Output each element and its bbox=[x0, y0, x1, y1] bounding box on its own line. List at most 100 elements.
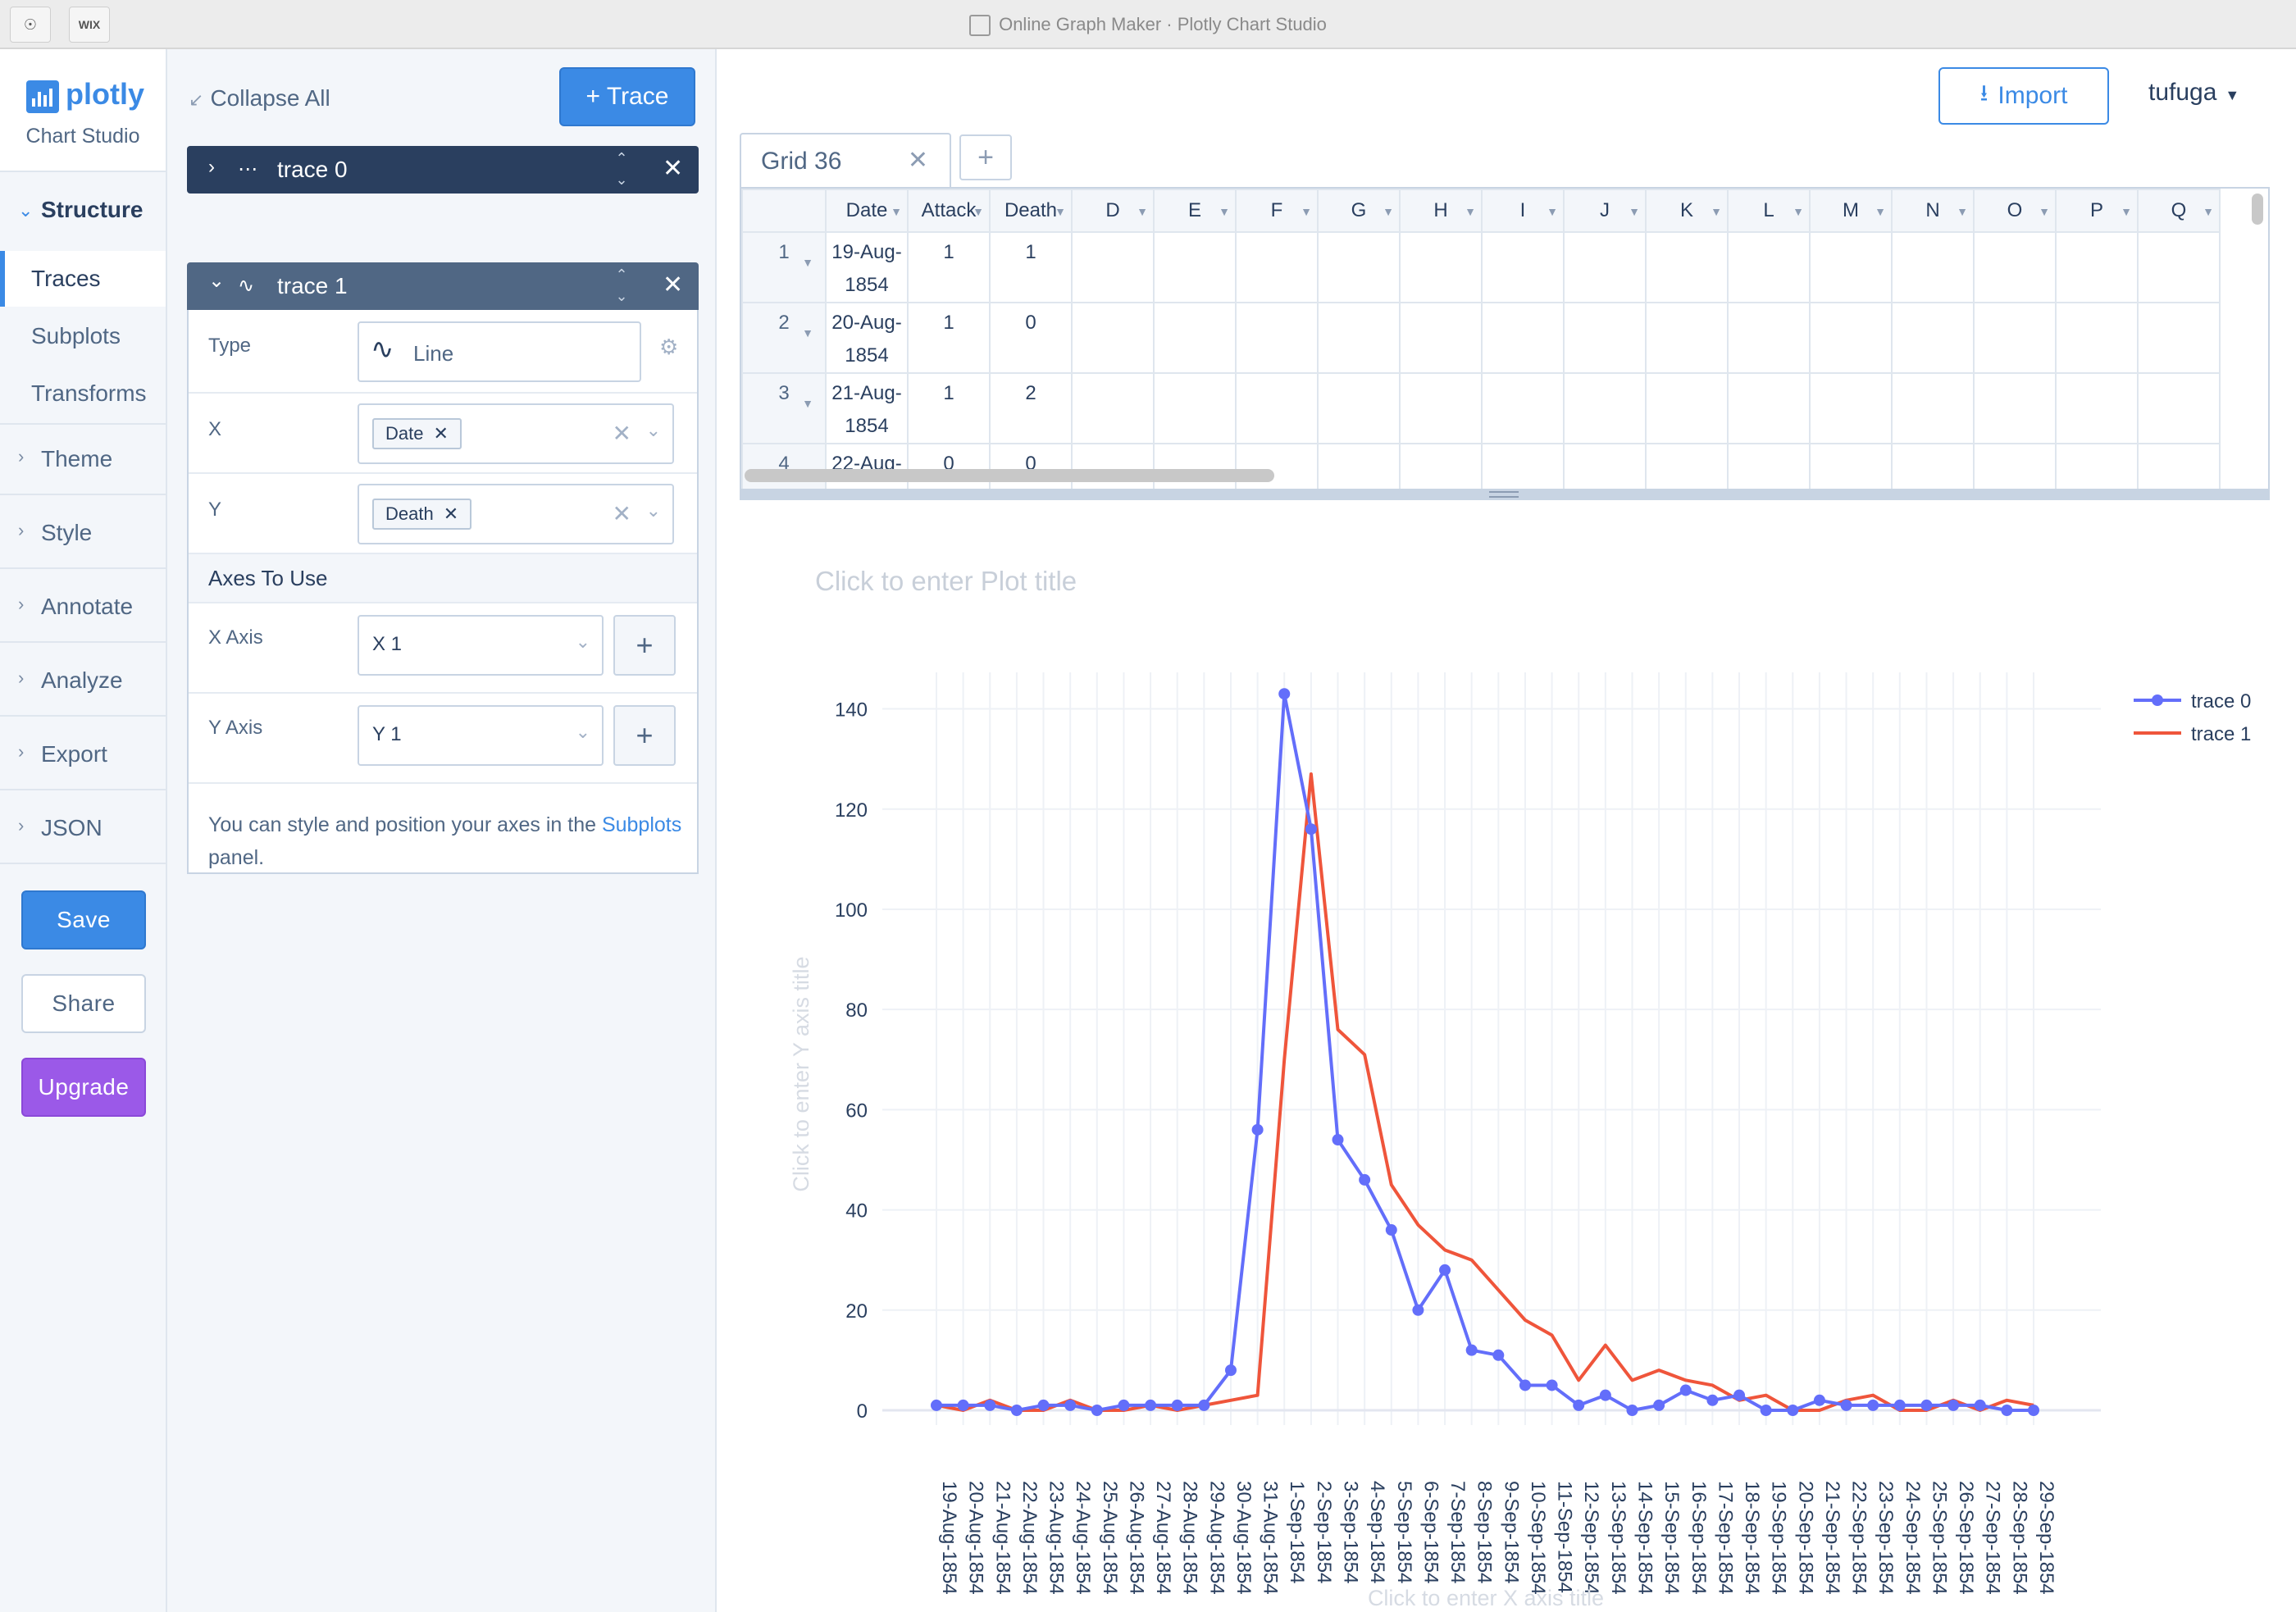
empty-cell[interactable] bbox=[1645, 231, 1729, 303]
empty-cell[interactable] bbox=[1481, 302, 1565, 374]
attack-cell[interactable]: 1 bbox=[907, 231, 991, 303]
attack-cell[interactable]: 1 bbox=[907, 372, 991, 444]
empty-cell[interactable] bbox=[1481, 231, 1565, 303]
data-point[interactable] bbox=[1198, 1399, 1210, 1411]
data-point[interactable] bbox=[1867, 1399, 1879, 1411]
data-point[interactable] bbox=[2028, 1405, 2039, 1416]
empty-cell[interactable] bbox=[1399, 231, 1483, 303]
data-point[interactable] bbox=[1251, 1123, 1264, 1136]
empty-cell[interactable] bbox=[2055, 231, 2139, 303]
nav-sub-transforms[interactable]: Transforms bbox=[0, 366, 166, 421]
empty-cell[interactable] bbox=[1563, 231, 1647, 303]
empty-cell[interactable] bbox=[2137, 302, 2221, 374]
empty-cell[interactable] bbox=[1809, 302, 1893, 374]
brand[interactable]: plotly Chart Studio bbox=[0, 49, 166, 172]
legend-label[interactable]: trace 1 bbox=[2191, 723, 2251, 745]
row-number[interactable]: 2 ▼ bbox=[741, 302, 827, 374]
empty-cell[interactable] bbox=[1153, 231, 1237, 303]
data-point[interactable] bbox=[1359, 1173, 1371, 1186]
column-header[interactable]: L ▼ bbox=[1727, 189, 1811, 233]
empty-cell[interactable] bbox=[1645, 302, 1729, 374]
empty-cell[interactable] bbox=[1481, 443, 1565, 497]
column-header[interactable]: Death ▼ bbox=[989, 189, 1073, 233]
empty-cell[interactable] bbox=[1317, 231, 1401, 303]
add-grid-button[interactable]: + bbox=[959, 134, 1012, 180]
empty-cell[interactable] bbox=[1481, 372, 1565, 444]
column-header[interactable]: H ▼ bbox=[1399, 189, 1483, 233]
empty-cell[interactable] bbox=[2055, 443, 2139, 497]
empty-cell[interactable] bbox=[1973, 231, 2057, 303]
nav-sub-subplots[interactable]: Subplots bbox=[0, 308, 166, 364]
empty-cell[interactable] bbox=[1727, 302, 1811, 374]
reorder-icon[interactable]: ⌃ ⌄ bbox=[615, 150, 628, 188]
user-menu[interactable]: tufuga ▼ bbox=[2148, 79, 2239, 107]
delete-trace-0-icon[interactable]: ✕ bbox=[663, 155, 684, 182]
data-point[interactable] bbox=[1064, 1399, 1077, 1411]
data-point[interactable] bbox=[1573, 1399, 1585, 1411]
chevron-down-icon[interactable]: ⌄ bbox=[645, 420, 661, 440]
collapse-all-button[interactable]: ↙ Collapse All bbox=[189, 85, 330, 112]
empty-cell[interactable] bbox=[1071, 372, 1155, 444]
empty-cell[interactable] bbox=[1973, 302, 2057, 374]
share-button[interactable]: Share bbox=[21, 974, 146, 1033]
column-header[interactable]: J ▼ bbox=[1563, 189, 1647, 233]
column-menu-icon[interactable]: ▼ bbox=[1547, 205, 1558, 218]
empty-cell[interactable] bbox=[1317, 302, 1401, 374]
column-header[interactable]: G ▼ bbox=[1317, 189, 1401, 233]
column-header[interactable]: Q ▼ bbox=[2137, 189, 2221, 233]
data-point[interactable] bbox=[984, 1399, 996, 1411]
empty-cell[interactable] bbox=[1399, 372, 1483, 444]
empty-cell[interactable] bbox=[1973, 372, 2057, 444]
empty-cell[interactable] bbox=[1973, 443, 2057, 497]
remove-tag-icon[interactable]: ✕ bbox=[433, 423, 449, 444]
delete-trace-1-icon[interactable]: ✕ bbox=[663, 271, 684, 298]
add-x-axis-button[interactable]: + bbox=[613, 615, 676, 676]
date-cell[interactable]: 19-Aug- 1854 bbox=[825, 231, 909, 303]
empty-cell[interactable] bbox=[1891, 443, 1975, 497]
column-menu-icon[interactable]: ▼ bbox=[1875, 205, 1886, 218]
column-menu-icon[interactable]: ▼ bbox=[1137, 205, 1148, 218]
attack-cell[interactable]: 1 bbox=[907, 302, 991, 374]
data-point[interactable] bbox=[1546, 1379, 1558, 1391]
column-header[interactable]: P ▼ bbox=[2055, 189, 2139, 233]
column-header[interactable]: Date ▼ bbox=[825, 189, 909, 233]
death-cell[interactable]: 2 bbox=[989, 372, 1073, 444]
trace-type-select[interactable]: ∿ Line bbox=[358, 321, 641, 382]
column-header[interactable]: Attack ▼ bbox=[907, 189, 991, 233]
subplots-link[interactable]: Subplots bbox=[601, 813, 682, 836]
clear-icon[interactable]: ✕ bbox=[612, 421, 631, 446]
empty-cell[interactable] bbox=[1399, 443, 1483, 497]
data-point[interactable] bbox=[957, 1399, 969, 1411]
column-header[interactable]: F ▼ bbox=[1235, 189, 1319, 233]
grid-resize-handle[interactable] bbox=[740, 489, 2270, 500]
column-header[interactable]: N ▼ bbox=[1891, 189, 1975, 233]
data-point[interactable] bbox=[1171, 1399, 1183, 1411]
empty-cell[interactable] bbox=[2137, 231, 2221, 303]
death-cell[interactable]: 0 bbox=[989, 302, 1073, 374]
data-point[interactable] bbox=[1305, 823, 1317, 836]
data-point[interactable] bbox=[1626, 1405, 1638, 1416]
row-menu-icon[interactable]: ▼ bbox=[802, 397, 813, 410]
data-point[interactable] bbox=[1760, 1405, 1772, 1416]
vertical-scrollbar[interactable] bbox=[2252, 194, 2263, 225]
empty-cell[interactable] bbox=[1809, 372, 1893, 444]
empty-cell[interactable] bbox=[1399, 302, 1483, 374]
data-point[interactable] bbox=[1412, 1304, 1424, 1316]
x-column-select[interactable]: Date ✕ ✕ ⌄ bbox=[358, 403, 674, 464]
data-point[interactable] bbox=[1813, 1394, 1825, 1406]
column-menu-icon[interactable]: ▼ bbox=[2121, 205, 2132, 218]
row-menu-icon[interactable]: ▼ bbox=[802, 256, 813, 269]
nav-sub-traces[interactable]: Traces bbox=[0, 251, 166, 307]
empty-cell[interactable] bbox=[1235, 302, 1319, 374]
data-point[interactable] bbox=[1385, 1224, 1397, 1236]
empty-cell[interactable] bbox=[1317, 443, 1401, 497]
row-number[interactable]: 1 ▼ bbox=[741, 231, 827, 303]
column-header[interactable]: O ▼ bbox=[1973, 189, 2057, 233]
empty-cell[interactable] bbox=[1645, 443, 1729, 497]
data-point[interactable] bbox=[1920, 1399, 1933, 1411]
empty-cell[interactable] bbox=[2137, 443, 2221, 497]
upgrade-button[interactable]: Upgrade bbox=[21, 1058, 146, 1117]
column-menu-icon[interactable]: ▼ bbox=[973, 205, 984, 218]
compass-icon[interactable]: ☉ bbox=[10, 7, 51, 43]
x-axis-select[interactable]: X 1 ⌄ bbox=[358, 615, 604, 676]
